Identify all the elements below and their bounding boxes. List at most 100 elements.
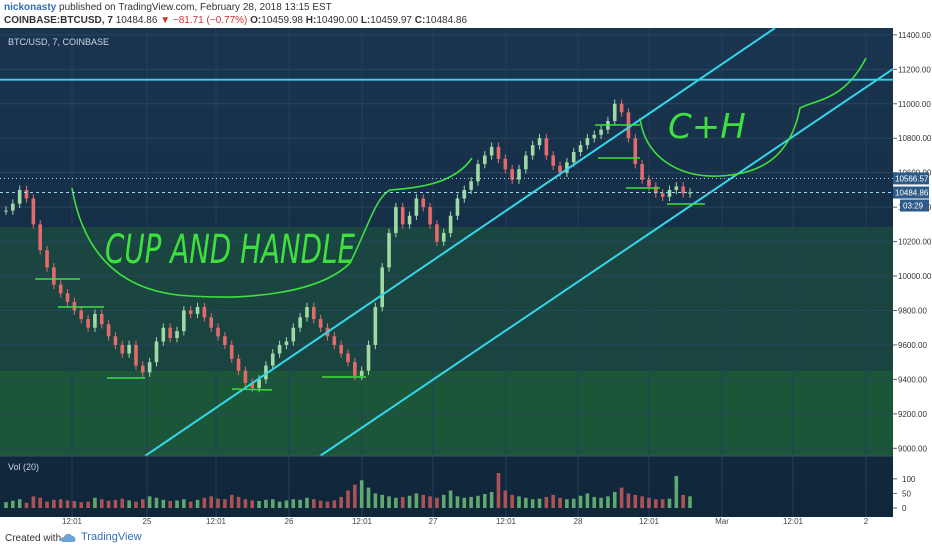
volume-bar	[585, 493, 590, 508]
channel-upper-line	[144, 28, 776, 457]
tradingview-label: TradingView	[81, 531, 142, 543]
price-badge	[893, 172, 929, 185]
price-badge	[893, 186, 929, 199]
published-text: published on TradingView.com, February 2…	[59, 2, 332, 13]
candle-body	[619, 103, 624, 113]
candle-body	[154, 341, 159, 363]
volume-tick-label: 0	[902, 504, 907, 513]
volume-bar	[188, 501, 193, 508]
volume-bar	[113, 499, 118, 508]
candle-body	[387, 232, 391, 268]
candle-body	[524, 155, 528, 170]
time-axis: 12:01 25 12:01 26 12:01 27 12:01 28 12:01 Mar 12:0…	[0, 517, 893, 528]
volume-bar	[435, 497, 439, 508]
candle-body	[530, 145, 535, 156]
volume-bar	[640, 496, 644, 508]
down-triangle-icon: ▼	[160, 15, 171, 26]
candle-body	[134, 344, 138, 366]
candle-body	[52, 267, 56, 285]
candle-body	[551, 155, 555, 166]
candle-body	[24, 189, 29, 199]
volume-bar	[223, 499, 227, 508]
candle-body	[195, 307, 200, 314]
volume-bar	[99, 499, 104, 508]
time-tick-label: 12:01	[639, 517, 660, 526]
price-tick-label: 9800.00	[898, 306, 927, 315]
price-level-lines	[0, 78, 893, 194]
candle-body	[359, 370, 364, 376]
close-value: 10484.86	[425, 15, 468, 26]
candle-body	[38, 224, 42, 251]
price-tick-label: 9400.00	[898, 375, 927, 384]
price-change: −81.71 (−0.77%)	[172, 15, 248, 26]
author-link[interactable]: nickonasty	[4, 2, 57, 13]
candle-body	[291, 327, 296, 342]
candle-body	[277, 344, 282, 354]
candle-body	[65, 293, 70, 302]
volume-bar	[537, 498, 542, 508]
volume-bar	[448, 490, 453, 508]
volume-bar	[359, 480, 364, 508]
close-label: C:	[414, 15, 426, 26]
volume-bar	[147, 496, 152, 508]
cup-curve	[71, 157, 473, 298]
price-chart[interactable]: BTC/USD, 7, COINBASE CUP AND HANDLE C+H 9…	[0, 28, 932, 528]
candle-body	[236, 358, 241, 371]
support-strokes	[35, 124, 705, 391]
volume-bar	[373, 493, 378, 508]
volume-bar	[106, 500, 111, 508]
candle-body	[353, 362, 357, 376]
volume-bar	[483, 494, 487, 508]
candle-body	[476, 164, 480, 182]
volume-bar	[400, 496, 405, 508]
candle-body	[544, 138, 549, 156]
candle-body	[647, 179, 651, 187]
annotation-text: CUP AND HANDLE C+H	[105, 107, 746, 273]
candle-body	[435, 224, 439, 242]
candle-body	[517, 169, 521, 180]
volume-bar	[65, 500, 70, 508]
candle-body	[106, 324, 111, 337]
grid-lines	[0, 28, 893, 518]
volume-bar	[599, 497, 603, 508]
volume-bar	[127, 500, 131, 508]
candle-body	[141, 365, 145, 373]
candle-body	[592, 134, 597, 139]
chart-legend: BTC/USD, 7, COINBASE	[8, 37, 109, 47]
candle-body	[223, 336, 227, 345]
volume-bar	[243, 499, 248, 508]
candle-body	[17, 189, 22, 204]
candle-body	[414, 198, 419, 216]
volume-bar	[325, 501, 330, 508]
volume-bar	[428, 496, 432, 508]
volume-bar	[182, 499, 186, 508]
candle-body	[612, 103, 617, 122]
volume-bar	[52, 499, 56, 508]
candle-body	[11, 203, 15, 211]
candlestick-series	[4, 99, 692, 393]
candle-body	[339, 344, 343, 354]
volume-bar	[565, 499, 569, 508]
volume-bar	[195, 499, 200, 508]
time-tick-label: 12:01	[783, 517, 804, 526]
candle-body	[182, 310, 186, 332]
candle-body	[428, 207, 432, 225]
footer: Created with TradingView	[0, 528, 932, 550]
volume-bar	[476, 495, 480, 508]
candle-body	[31, 198, 36, 225]
candle-body	[120, 344, 125, 354]
volume-bar	[318, 500, 323, 508]
volume-bar	[421, 494, 426, 508]
chart-header: nickonasty published on TradingView.com,…	[0, 0, 932, 28]
volume-bar	[681, 494, 685, 508]
volume-bar	[530, 499, 535, 508]
volume-bar	[606, 496, 610, 508]
candle-body	[161, 327, 166, 342]
price-badges: 10566.57 10484.86 03:29	[893, 172, 929, 212]
volume-bar	[654, 499, 658, 508]
high-value: 10490.00	[316, 15, 359, 26]
price-tick-label: 9200.00	[898, 410, 927, 419]
candle-body	[455, 198, 460, 216]
tradingview-brand[interactable]: TradingView	[60, 531, 142, 543]
volume-bar	[674, 475, 679, 508]
